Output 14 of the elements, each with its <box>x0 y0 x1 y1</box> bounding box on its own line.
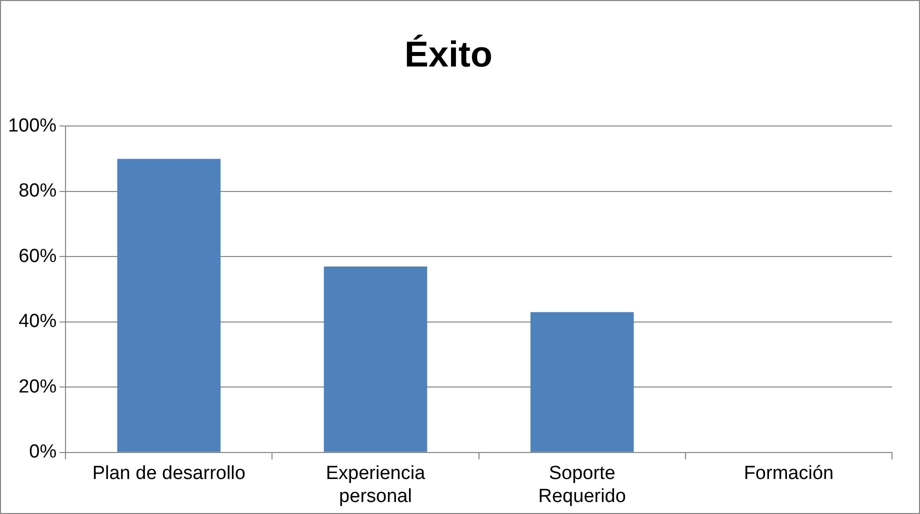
x-tick-label: Formación <box>744 463 834 484</box>
x-tick-label: Soporte Requerido <box>538 463 626 507</box>
bar <box>530 312 634 452</box>
y-tick-label: 60% <box>18 246 57 267</box>
y-tick-label: 40% <box>18 311 57 332</box>
bar <box>117 158 221 452</box>
y-tick-label: 20% <box>18 376 57 398</box>
bar <box>324 266 428 452</box>
x-tick-label: Plan de desarrollo <box>92 463 246 484</box>
y-tick-label: 0% <box>29 442 57 463</box>
y-tick-label: 100% <box>8 115 57 136</box>
y-tick-label: 80% <box>18 180 57 202</box>
chart-title: Éxito <box>404 34 493 75</box>
x-tick-label: Experiencia personal <box>326 463 426 507</box>
